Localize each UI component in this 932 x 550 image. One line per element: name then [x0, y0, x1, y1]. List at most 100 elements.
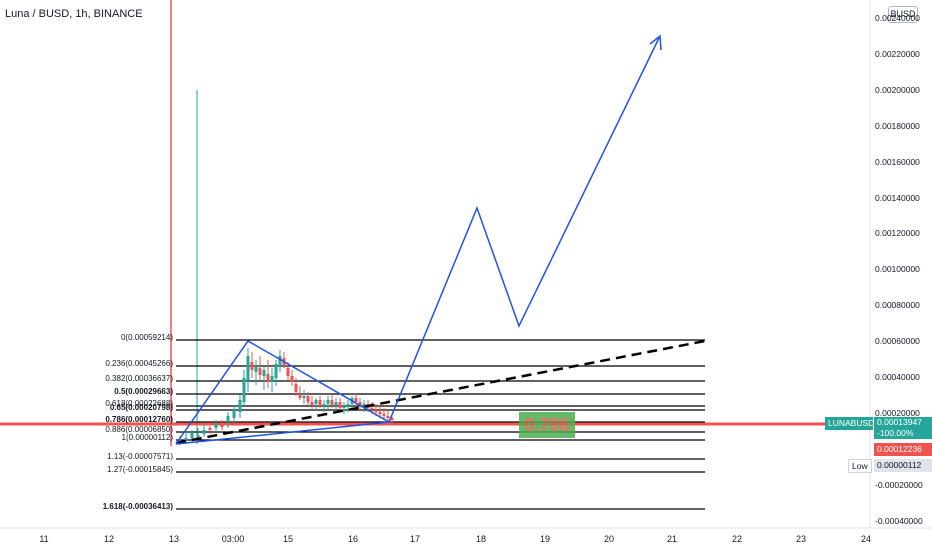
- time-tick-label: 22: [731, 534, 743, 544]
- fib-level-label: 0.786(0.00012760): [105, 415, 173, 424]
- price-change: -100.00%: [877, 428, 914, 438]
- candle-body: [258, 368, 262, 375]
- candle-body: [354, 398, 358, 402]
- candle-body: [374, 410, 378, 412]
- candle-body: [270, 376, 274, 382]
- candle-body: [342, 406, 346, 408]
- price-tick-label: 0.00240000: [875, 13, 920, 23]
- candle-body: [318, 400, 322, 406]
- fib-level-label: 0.5(0.00029663): [114, 387, 173, 396]
- candle-body: [298, 394, 302, 398]
- last-price-tag: 0.00013947 -100.00%: [874, 417, 932, 439]
- candle-body: [226, 416, 230, 422]
- price-tick-label: 0.00180000: [875, 120, 920, 131]
- candle-body: [266, 374, 270, 382]
- time-tick-label: 13: [168, 534, 180, 544]
- candle-body: [232, 410, 236, 418]
- low-value: 0.00000112: [874, 459, 932, 472]
- candle-body: [314, 400, 318, 404]
- price-tick-label: 0.00100000: [875, 264, 920, 275]
- fib-level-label: 0.65(0.00020798): [109, 403, 173, 412]
- candle-body: [362, 404, 366, 406]
- candle-body: [246, 356, 250, 380]
- candle-body: [302, 396, 306, 398]
- candle-body: [382, 414, 386, 416]
- fib-level-label: 0.618(0.00022688): [105, 399, 173, 408]
- candle-body: [262, 370, 266, 376]
- candle-body: [358, 402, 362, 406]
- time-tick-label: 16: [347, 534, 359, 544]
- triangle-pattern: [175, 340, 392, 445]
- candle-body: [278, 356, 282, 366]
- fib-level-label: 1(0.00000112): [121, 433, 173, 442]
- dashed-trendline: [175, 339, 706, 445]
- candle-body: [242, 378, 246, 402]
- fib-level-label: 0.886(0.00006850): [105, 425, 173, 434]
- candle-body: [370, 408, 374, 410]
- candle-body: [190, 433, 194, 438]
- candle-body: [290, 376, 294, 382]
- fib-level-label: 0.382(0.00036637): [105, 374, 173, 383]
- candle-body: [196, 435, 200, 437]
- candle-body: [378, 412, 382, 414]
- candle-body: [390, 418, 394, 420]
- candle-body: [220, 425, 224, 427]
- price-tick-label: 0.00220000: [875, 48, 920, 59]
- currency-button[interactable]: BUSD: [888, 6, 918, 23]
- candle-body: [208, 428, 212, 430]
- price-tick-label: 0.00200000: [875, 84, 920, 95]
- fib-786-highlight: 0.786: [519, 412, 575, 438]
- price-tick-label: 0.00080000: [875, 300, 920, 311]
- time-tick-label: 20: [603, 534, 615, 544]
- candle-body: [274, 364, 278, 378]
- time-tick-label: 18: [475, 534, 487, 544]
- time-tick-label: 03:00: [221, 534, 245, 544]
- symbol-tag: LUNABUSD: [825, 417, 874, 430]
- candle-body: [310, 402, 314, 405]
- candle-body: [286, 368, 290, 376]
- fib-level-label: 0(0.00059214): [120, 333, 173, 342]
- arrow-head: [649, 34, 662, 51]
- candle-body: [294, 384, 298, 392]
- fib-level-label: 1.13(-0.00007571): [107, 452, 173, 461]
- candle-body: [306, 396, 310, 402]
- candle-body: [386, 416, 390, 418]
- candle-body: [214, 424, 218, 428]
- time-tick-label: 17: [409, 534, 421, 544]
- time-tick-label: 21: [666, 534, 678, 544]
- candle-body: [326, 400, 330, 404]
- price-tick-label: 0.00020000: [875, 407, 920, 418]
- candle-body: [250, 362, 254, 370]
- fib-level-label: 1.618(-0.00036413): [102, 502, 173, 511]
- candle-body: [338, 402, 342, 408]
- time-tick-label: 19: [539, 534, 551, 544]
- candle-body: [334, 402, 338, 405]
- candle-body: [346, 404, 350, 406]
- candle-body: [184, 438, 188, 440]
- candle-body: [322, 404, 326, 406]
- price-tick-label: 0.00060000: [875, 336, 920, 347]
- chart-title: Luna / BUSD, 1h, BINANCE: [5, 8, 143, 20]
- time-tick-label: 11: [39, 534, 49, 544]
- candle-body: [254, 366, 258, 372]
- price-tick-label: 0.00140000: [875, 192, 920, 203]
- fib-level-label: 1.27(-0.00015845): [107, 465, 173, 474]
- time-tick-label: 12: [103, 534, 115, 544]
- low-label: Low: [848, 459, 872, 473]
- candle-body: [330, 400, 334, 405]
- red-price-tag: 0.00012236: [874, 443, 932, 456]
- fib-level-label: 0.236(0.00045266): [105, 359, 173, 368]
- time-tick-label: 15: [282, 534, 294, 544]
- candle-body: [202, 430, 206, 434]
- time-tick-label: 24: [860, 534, 872, 544]
- time-tick-label: 23: [795, 534, 807, 544]
- candle-body: [238, 400, 242, 412]
- last-price-value: 0.00013947: [877, 417, 922, 427]
- price-tick-label: 0.00160000: [875, 156, 920, 167]
- price-tick-label: -0.00020000: [875, 479, 923, 490]
- price-tick-label: 0.00120000: [875, 228, 920, 239]
- price-tick-label: -0.00040000: [875, 515, 923, 526]
- projection-path: [388, 37, 660, 423]
